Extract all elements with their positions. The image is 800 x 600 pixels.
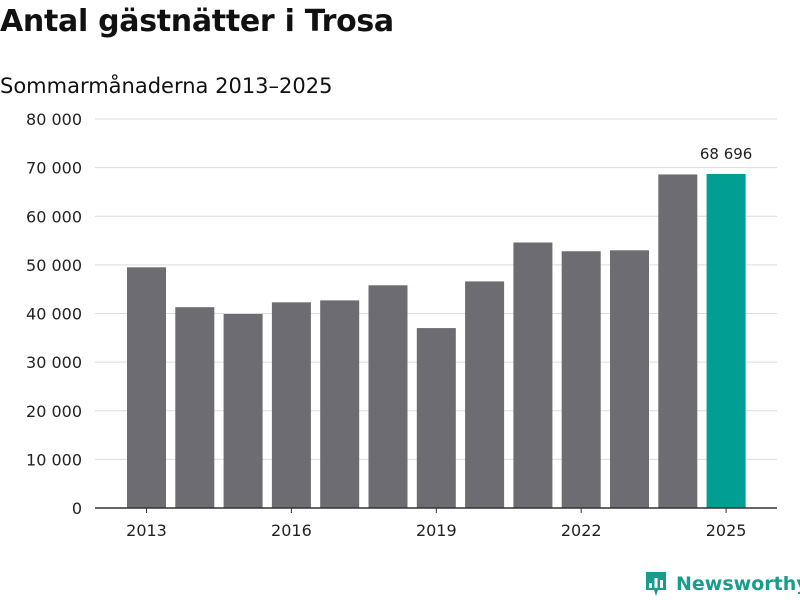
chart-subtitle: Sommarmånaderna 2013–2025 <box>0 74 333 98</box>
newsworthy-logo: Newsworthy <box>644 570 800 598</box>
x-tick-label: 2019 <box>416 521 457 540</box>
bar-chart: 0 10 000 20 000 30 000 40 000 50 000 60 000 70 … <box>26 110 777 540</box>
bar-2016 <box>271 302 311 508</box>
x-tick-label: 2025 <box>706 521 747 540</box>
data-labels: 68 696 <box>700 145 753 163</box>
bar-2013 <box>127 267 166 508</box>
bar-2020 <box>465 281 505 508</box>
newsworthy-logo-icon <box>646 572 666 596</box>
y-tick-label: 0 <box>72 499 82 518</box>
bar-2022 <box>561 251 601 508</box>
bar-2015 <box>223 313 263 508</box>
x-axis-tick-labels: 2013 2016 2019 2022 2025 <box>126 521 746 540</box>
y-tick-label: 80 000 <box>26 110 82 129</box>
bar-2021 <box>513 242 553 508</box>
x-tick-label: 2013 <box>126 521 167 540</box>
chart-title: Antal gästnätter i Trosa <box>0 4 394 39</box>
y-tick-label: 30 000 <box>26 353 82 372</box>
bar-2019 <box>416 328 456 508</box>
data-label: 68 696 <box>700 145 753 163</box>
bar-2017 <box>320 300 360 508</box>
y-tick-label: 10 000 <box>26 450 82 469</box>
bar-2025 <box>706 173 746 508</box>
y-tick-label: 70 000 <box>26 159 82 178</box>
x-tick-label: 2022 <box>561 521 602 540</box>
bar-2023 <box>610 250 649 508</box>
x-tick-label: 2016 <box>271 521 312 540</box>
newsworthy-logo-text: Newsworthy <box>676 573 800 595</box>
y-tick-label: 50 000 <box>26 256 82 275</box>
bar-2024 <box>658 174 698 508</box>
y-tick-label: 60 000 <box>26 207 82 226</box>
y-tick-label: 20 000 <box>26 402 82 421</box>
bar-2014 <box>175 307 215 508</box>
bar-2018 <box>368 285 408 508</box>
y-axis-tick-labels: 0 10 000 20 000 30 000 40 000 50 000 60 000 70 … <box>26 110 82 518</box>
y-tick-label: 40 000 <box>26 305 82 324</box>
x-axis <box>95 507 777 513</box>
bars <box>127 173 746 508</box>
